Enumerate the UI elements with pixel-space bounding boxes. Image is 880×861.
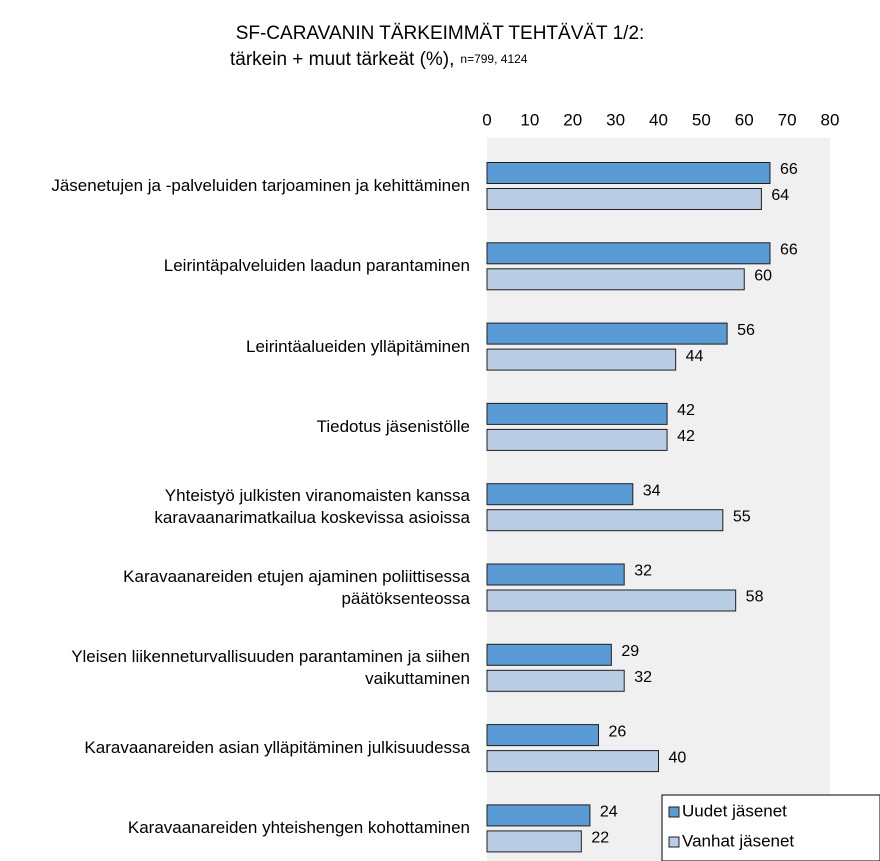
category-label: Leirintäalueiden ylläpitäminen: [246, 336, 470, 356]
x-tick-label: 50: [692, 110, 711, 129]
data-label: 22: [591, 830, 609, 847]
data-label: 64: [771, 187, 789, 204]
bar: [486, 804, 591, 827]
bar: [486, 162, 771, 184]
data-label: 66: [780, 242, 798, 259]
data-label: 24: [600, 804, 618, 821]
chart-subtitle: tärkein + muut tärkeät (%), n=799, 4124: [230, 49, 528, 70]
category-label: Yleisen liikenneturvallisuuden parantami…: [71, 646, 470, 688]
x-tick-label: 30: [606, 110, 625, 129]
bar: [486, 483, 634, 506]
legend-swatch: [668, 836, 680, 848]
category-label: Karavaanareiden asian ylläpitäminen julk…: [84, 738, 470, 758]
bar: [486, 268, 745, 291]
bar: [486, 669, 625, 692]
chart-title: SF-CARAVANIN TÄRKEIMMÄT TEHTÄVÄT 1/2:: [236, 23, 645, 44]
x-tick-label: 10: [520, 110, 539, 129]
bar: [486, 348, 677, 371]
bar: [486, 402, 668, 425]
bar: [486, 242, 771, 265]
data-label: 42: [677, 402, 695, 419]
data-label: 26: [608, 723, 626, 740]
x-tick-label: 60: [735, 110, 754, 129]
bar: [486, 188, 762, 210]
bar: [486, 830, 582, 853]
legend-box: [661, 794, 880, 861]
category-label: Yhteistyö julkisten viranomaisten kanssa…: [154, 486, 470, 528]
x-tick-label: 40: [649, 110, 668, 129]
x-tick-label: 0: [482, 110, 491, 129]
data-label: 58: [746, 589, 764, 606]
data-label: 29: [621, 643, 639, 660]
category-label: Tiedotus jäsenistölle: [316, 416, 470, 436]
x-tick-label: 80: [821, 110, 840, 129]
bar: [486, 750, 659, 773]
category-label: Jäsenetujen ja -palveluiden tarjoaminen …: [51, 176, 470, 195]
bar: [486, 428, 668, 451]
bar: [486, 509, 724, 532]
data-label: 32: [634, 669, 652, 686]
bar: [486, 724, 599, 747]
x-tick-label: 70: [778, 110, 797, 129]
category-label: Leirintäpalveluiden laadun parantaminen: [163, 256, 470, 276]
data-label: 44: [686, 348, 704, 365]
subtitle: tärkein + muut tärkeät (%),: [230, 49, 454, 70]
data-label: 60: [754, 268, 772, 285]
legend-swatch: [668, 806, 680, 818]
category-label: Karavaanareiden etujen ajaminen poliitti…: [123, 566, 470, 608]
bar: [486, 563, 625, 586]
data-label: 56: [737, 322, 755, 339]
bar: [486, 322, 728, 345]
category-label: Karavaanareiden yhteishengen kohottamine…: [127, 818, 470, 838]
bar: [486, 589, 737, 612]
x-tick-label: 20: [563, 110, 582, 129]
data-label: 32: [634, 563, 652, 580]
data-label: 40: [669, 749, 687, 766]
data-label: 55: [733, 508, 751, 525]
data-label: 42: [677, 428, 695, 445]
note: n=799, 4124: [460, 52, 527, 66]
legend-label: Vanhat jäsenet: [682, 831, 794, 850]
data-label: 34: [643, 482, 661, 499]
legend-label: Uudet jäsenet: [682, 801, 787, 820]
data-label: 66: [780, 161, 798, 178]
bar: [486, 643, 612, 666]
